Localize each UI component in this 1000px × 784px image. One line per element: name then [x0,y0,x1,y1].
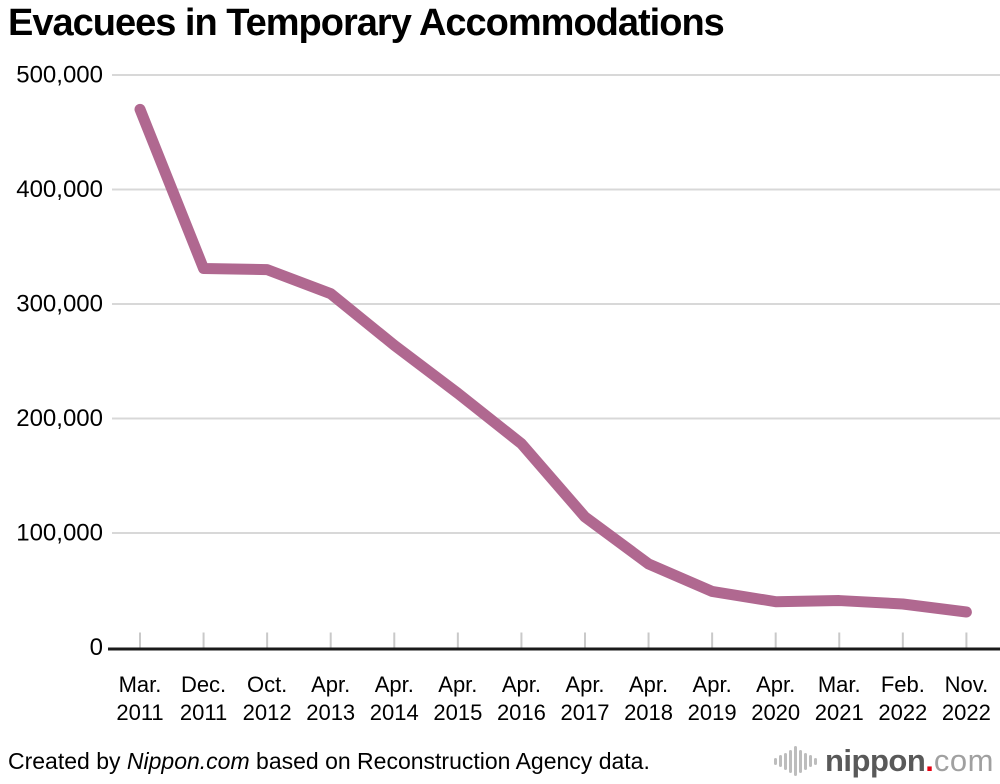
footer: Created by Nippon.com based on Reconstru… [8,742,994,780]
x-axis-label: Apr. 2019 [688,672,737,725]
credit-suffix: based on Reconstruction Agency data. [249,747,650,774]
x-axis-label: Apr. 2014 [370,672,419,725]
y-axis-label: 100,000 [16,520,103,547]
soundwave-bar [789,749,792,773]
logo-tld: com [933,743,994,778]
logo-name: nippon [825,743,926,778]
soundwave-bar [774,757,777,765]
x-axis-label: Apr. 2013 [306,672,355,725]
soundwave-icon [774,746,817,776]
y-axis-label: 200,000 [16,405,103,432]
x-axis-label: Apr. 2017 [561,672,610,725]
x-axis-label: Apr. 2018 [624,672,673,725]
soundwave-bar [809,755,812,767]
y-axis-label: 0 [90,634,103,661]
soundwave-bar [784,752,787,770]
data-line [134,103,972,618]
credit-text: Created by Nippon.com based on Reconstru… [8,748,650,775]
x-axis-label: Apr. 2015 [433,672,482,725]
credit-prefix: Created by [8,747,127,774]
evacuees-line-chart: 0 100,000 200,000 300,000 400,000 500,000 Mar.… [16,62,1000,725]
x-axis-label: Mar. 2021 [815,672,864,725]
soundwave-bar [779,755,782,767]
y-axis-label: 300,000 [16,291,103,318]
soundwave-bar [804,752,807,770]
x-axis-label: Oct. 2012 [243,672,292,725]
soundwave-bar [814,757,817,765]
y-axis-label: 400,000 [16,176,103,203]
credit-source-name: Nippon.com [126,747,250,774]
chart-title: Evacuees in Temporary Accommodations [8,2,725,44]
x-axis-label: Dec. 2011 [180,672,227,725]
x-axis-label: Mar. 2011 [116,672,163,725]
x-axis-label: Apr. 2016 [497,672,546,725]
x-axis-label: Apr. 2020 [751,672,800,725]
soundwave-bar [799,749,802,773]
x-axis-label: Nov. 2022 [942,672,991,725]
y-axis-label: 500,000 [16,62,103,89]
x-axis-label: Feb. 2022 [878,672,927,725]
logo-dot: . [925,743,934,778]
soundwave-bar [794,746,797,776]
nippon-logo: nippon. com [774,743,994,779]
